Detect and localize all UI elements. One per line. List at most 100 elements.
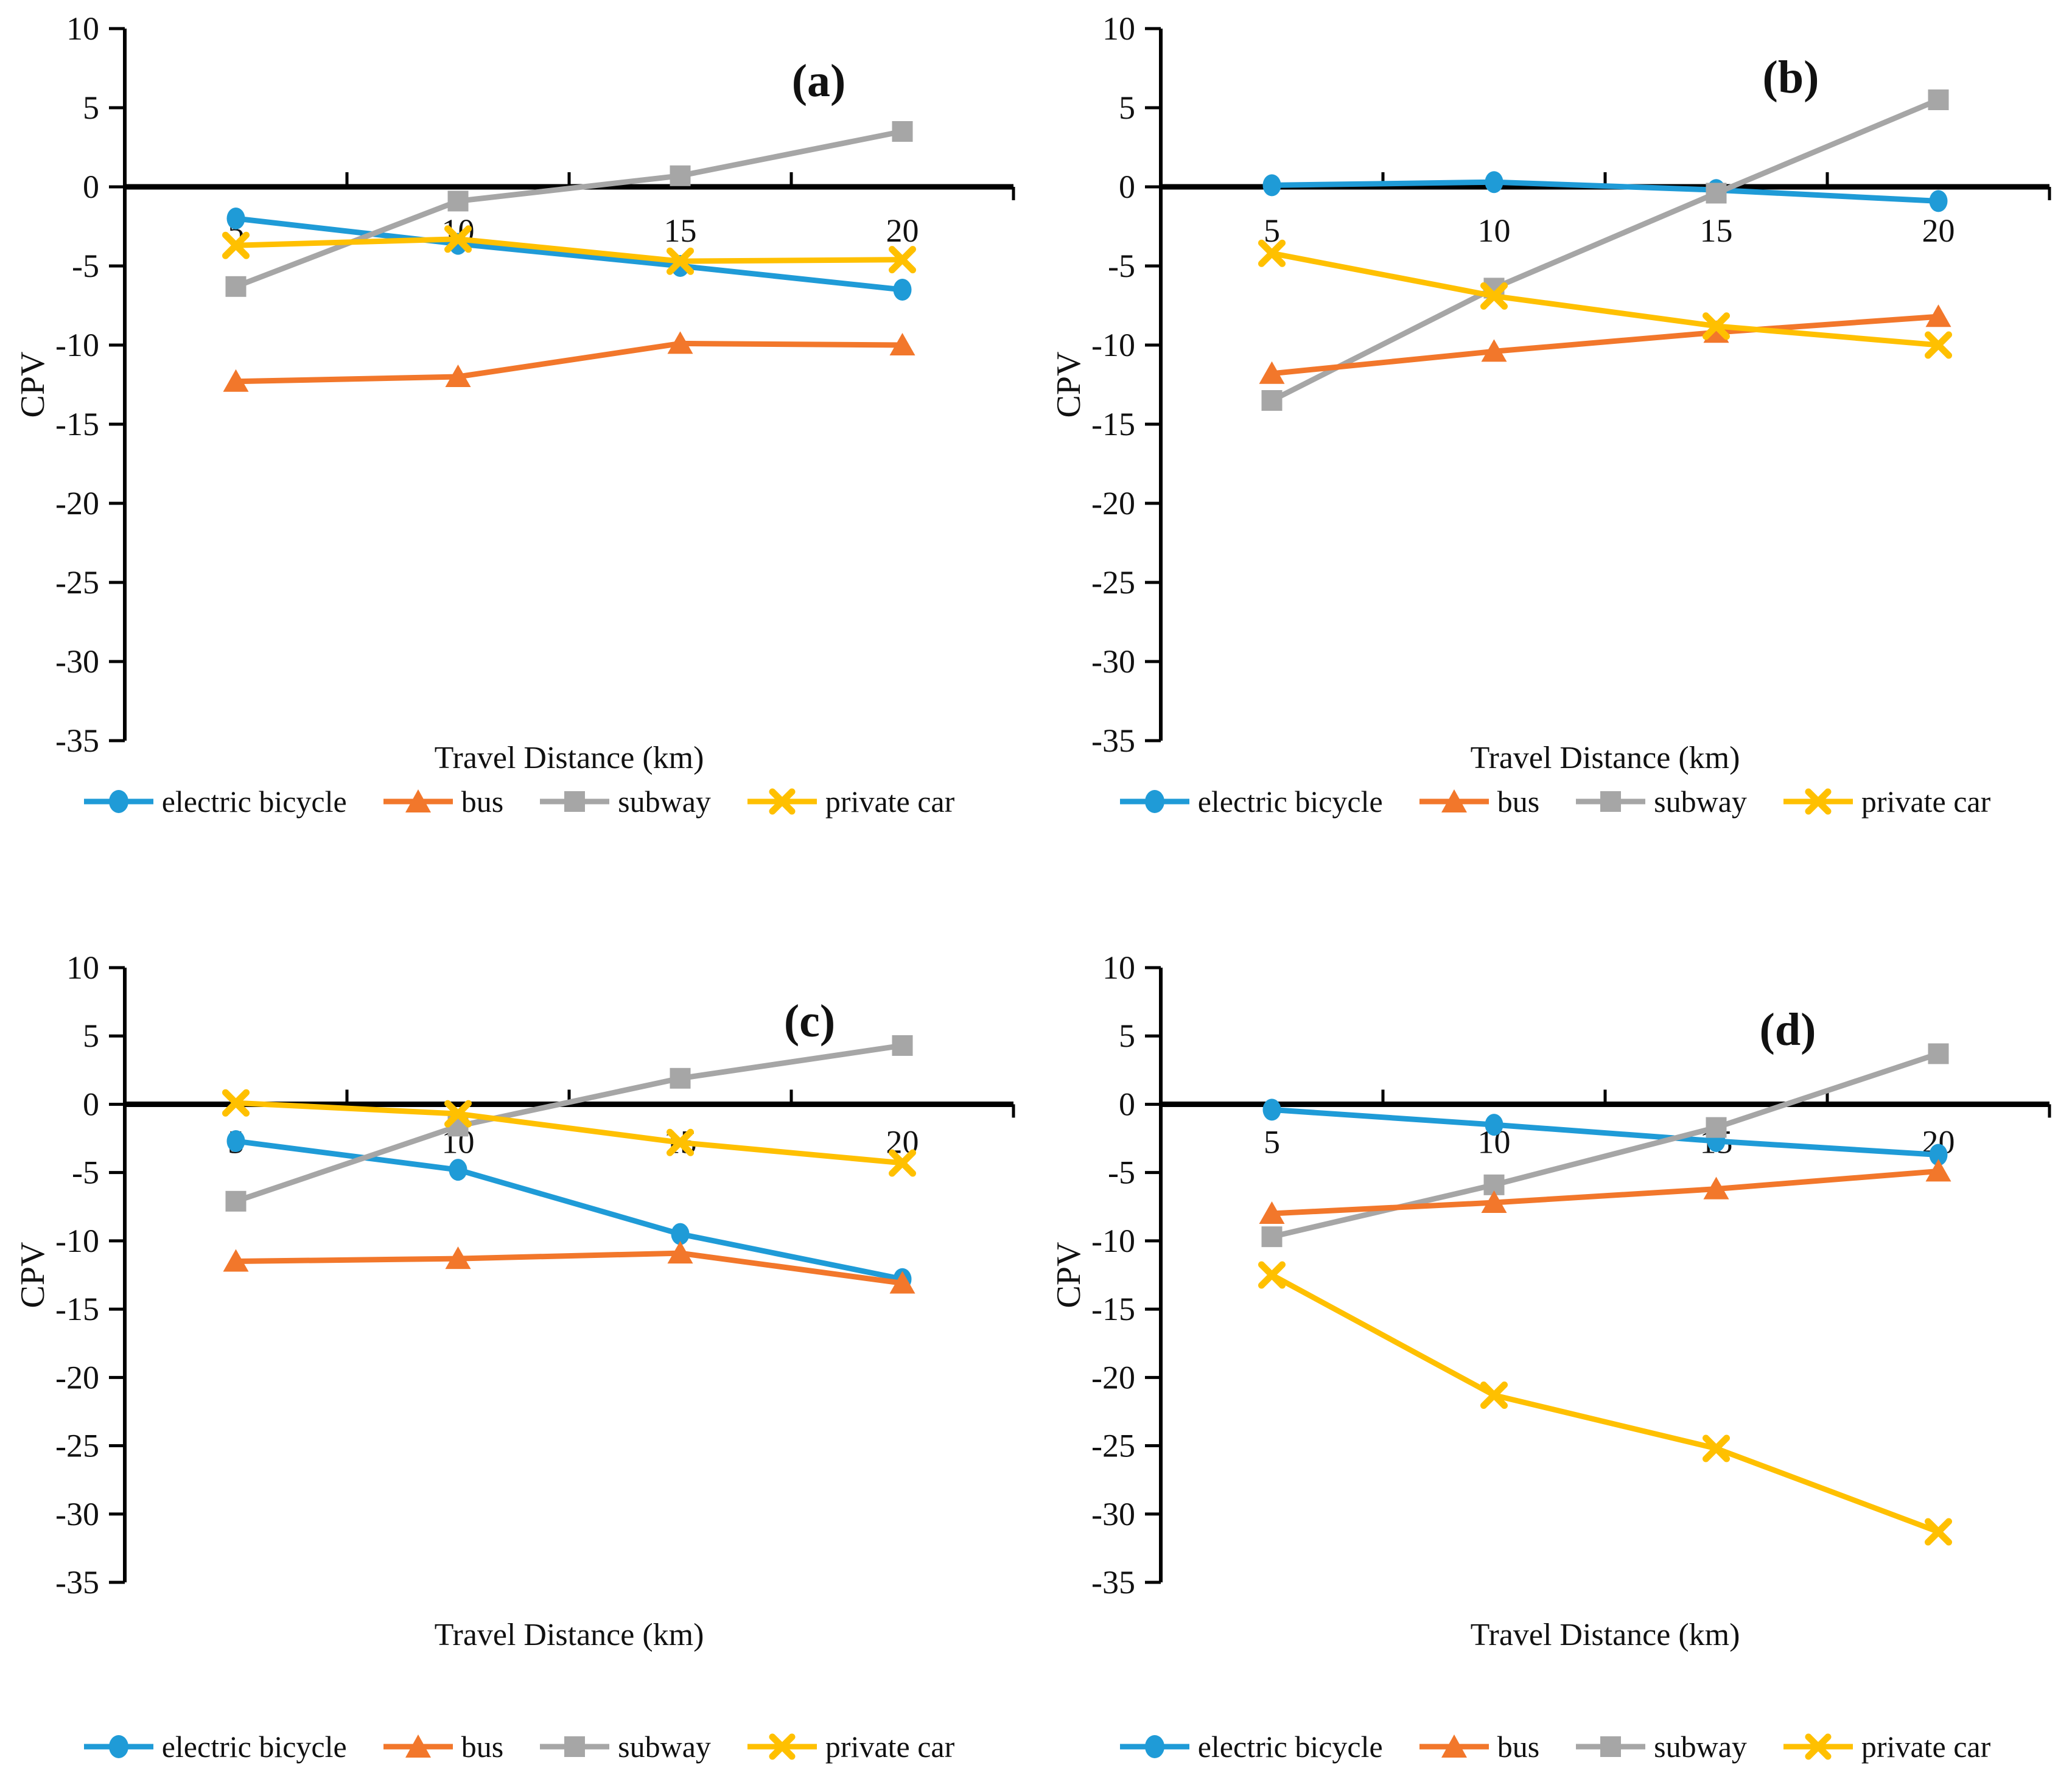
legend-item-private-car: private car <box>745 1731 954 1762</box>
y-tick-label: -10 <box>1091 327 1135 363</box>
y-tick-label: 0 <box>1119 169 1135 205</box>
x-marker-icon <box>747 1733 817 1760</box>
legend-c: electric bicycle bus subway <box>0 1731 1036 1762</box>
circle-marker-electric-bicycle <box>1929 190 1948 212</box>
x-marker-private-car <box>1925 331 1952 359</box>
y-tick-label: 5 <box>83 1018 99 1054</box>
y-tick-label: 10 <box>66 10 99 47</box>
legend-x <box>769 1733 796 1760</box>
series-line-bus <box>1272 313 1939 377</box>
triangle-marker-icon <box>1419 1734 1489 1758</box>
legend-label: bus <box>461 1730 504 1764</box>
legend-circle <box>108 790 128 813</box>
x-axis-title: Travel Distance (km) <box>435 1618 704 1652</box>
triangle-marker-bus <box>889 333 915 355</box>
triangle-marker-icon <box>383 789 453 812</box>
legend-label: electric bicycle <box>1197 784 1383 819</box>
triangle-marker-bus <box>223 369 249 392</box>
y-tick-label: -15 <box>55 406 99 442</box>
y-axis-title: CPV <box>14 352 52 418</box>
circle-marker-electric-bicycle <box>893 279 912 301</box>
y-tick-label: -25 <box>1091 564 1135 601</box>
square-marker-subway <box>1928 89 1949 110</box>
series-line-bus <box>1272 1168 1939 1217</box>
y-tick-label: -20 <box>1091 485 1135 522</box>
circle-marker-electric-bicycle <box>1485 1114 1503 1136</box>
legend-item-bus: bus <box>1417 1731 1539 1762</box>
square-marker-subway <box>225 1190 247 1212</box>
circle-marker-electric-bicycle <box>226 208 245 229</box>
legend-label: subway <box>1654 784 1747 819</box>
x-tick-label: 5 <box>1264 212 1280 249</box>
legend-b: electric bicycle bus subway <box>1036 786 2072 817</box>
legend-item-bus: bus <box>1417 786 1539 817</box>
circle-marker-icon <box>83 790 153 813</box>
y-tick-label: 5 <box>1119 1018 1135 1054</box>
legend-label: electric bicycle <box>161 1730 347 1764</box>
legend-triangle <box>405 789 431 812</box>
legend-label: private car <box>1861 784 1991 819</box>
x-marker-private-car <box>889 1149 916 1177</box>
x-marker-private-car <box>444 1100 472 1128</box>
y-tick-label: 10 <box>66 949 99 986</box>
legend-item-subway: subway <box>537 786 711 817</box>
circle-marker-icon <box>1119 1735 1189 1758</box>
x-marker-private-car <box>1703 312 1730 340</box>
x-marker-private-car <box>889 246 916 274</box>
legend-x <box>1805 1733 1832 1760</box>
circle-marker-icon <box>83 1735 153 1758</box>
y-tick-label: -30 <box>1091 643 1135 680</box>
legend-item-electric-bicycle: electric bicycle <box>1118 786 1383 817</box>
y-tick-label: -10 <box>55 327 99 363</box>
triangle-marker-bus <box>223 1249 249 1272</box>
x-marker-private-car <box>1480 282 1508 310</box>
series-line-electric-bicycle <box>235 215 903 293</box>
square-marker-subway <box>670 1067 691 1089</box>
series-line-private-car <box>1270 1273 1940 1535</box>
y-tick-label: -10 <box>55 1223 99 1259</box>
y-tick-label: -5 <box>1108 1154 1135 1191</box>
legend-circle <box>1144 790 1164 813</box>
legend-item-subway: subway <box>537 1731 711 1762</box>
y-tick-label: 5 <box>1119 89 1135 126</box>
x-marker-private-car <box>444 225 472 253</box>
circle-marker-electric-bicycle <box>1262 1099 1281 1121</box>
legend-square <box>1600 791 1622 812</box>
y-tick-label: -15 <box>1091 1291 1135 1327</box>
x-tick-label: 15 <box>1700 212 1733 249</box>
y-tick-label: -35 <box>1091 1564 1135 1601</box>
circle-marker-electric-bicycle <box>226 1130 245 1153</box>
x-tick-label: 20 <box>1922 212 1955 249</box>
y-axis-title: CPV <box>14 1242 52 1308</box>
x-tick-label: 20 <box>886 212 919 249</box>
triangle-marker-bus <box>1481 339 1507 362</box>
y-tick-label: 0 <box>83 169 99 205</box>
legend-label: bus <box>1497 1730 1540 1764</box>
series-line-private-car <box>236 1100 903 1166</box>
x-tick-label: 15 <box>664 212 697 249</box>
legend-item-bus: bus <box>381 1731 503 1762</box>
triangle-marker-bus <box>445 365 471 387</box>
y-tick-label: -25 <box>55 1428 99 1464</box>
legend-triangle <box>405 1734 431 1758</box>
legend-label: private car <box>1861 1730 1991 1764</box>
triangle-marker-icon <box>1419 789 1489 812</box>
y-tick-label: 5 <box>83 89 99 126</box>
square-marker-subway <box>225 276 247 297</box>
triangle-marker-bus <box>1259 1201 1285 1224</box>
square-marker-subway <box>892 121 913 142</box>
y-tick-label: -35 <box>1091 722 1135 759</box>
legend-item-electric-bicycle: electric bicycle <box>82 786 347 817</box>
legend-label: bus <box>461 784 504 819</box>
legend-square <box>1600 1736 1622 1757</box>
y-tick-label: -15 <box>1091 406 1135 442</box>
x-marker-private-car <box>222 231 250 259</box>
square-marker-icon <box>540 791 610 812</box>
circle-marker-electric-bicycle <box>1262 174 1281 197</box>
x-tick-label: 10 <box>1478 212 1511 249</box>
